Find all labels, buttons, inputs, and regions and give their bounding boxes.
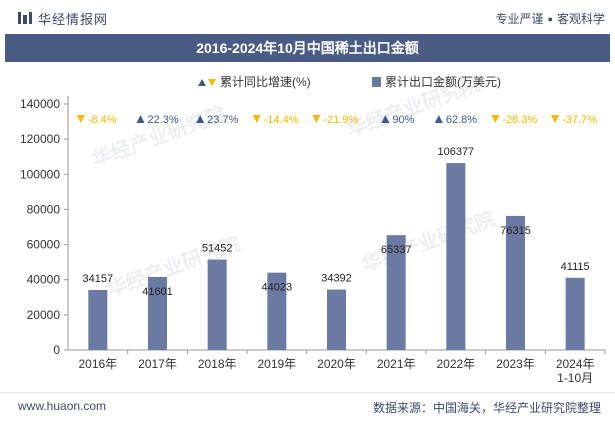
y-tick-label: 140000 [20,97,60,111]
bar-value-label: 106377 [437,146,474,158]
bar-value-label: 41115 [561,261,590,273]
growth-down-triangle-icon [551,115,560,123]
watermark-text: 华经产业研究院 [359,206,499,276]
y-tick-label: 60000 [27,238,61,252]
bar-1 [148,276,167,350]
growth-value-label: -14.4% [264,114,299,126]
footer-divider [0,392,615,393]
growth-up-triangle-icon [136,115,145,123]
slogan-right: 客观科学 [556,12,605,26]
bar-value-label: 51452 [202,243,233,255]
growth-value-label: 22.3% [148,114,179,126]
y-tick-label: 20000 [27,308,61,322]
bar-value-label: 34157 [83,273,114,285]
data-source: 数据来源：中国海关，华经产业研究院整理 [372,401,601,415]
bar-value-label: 65337 [381,244,412,256]
growth-down-triangle-icon [312,115,321,123]
y-tick-label: 120000 [20,132,60,146]
y-tick-label: 0 [53,343,60,357]
growth-up-triangle-icon [196,115,205,123]
growth-value-label: 23.7% [207,114,238,126]
x-category-label: 2017年 [138,357,177,371]
growth-value-label: 62.8% [446,114,477,126]
growth-up-triangle-icon [381,115,390,123]
growth-down-triangle-icon [491,115,500,123]
y-tick-label: 40000 [27,273,61,287]
x-category-label: 2022年 [436,357,475,371]
x-category-label: 2021年 [377,357,416,371]
y-tick-label: 80000 [27,202,61,216]
slogan: 专业严谨 ● 客观科学 [496,10,605,27]
separator-dot-icon: ● [547,14,553,24]
growth-value-label: -8.4% [88,114,117,126]
legend-label-amount: 累计出口金额(万美元) [385,74,501,89]
x-category-label: 1-10月 [557,371,593,385]
slogan-left: 专业严谨 [495,12,544,26]
bar-value-label: 41601 [142,286,173,298]
chart-title: 2016-2024年10月中国稀土出口金额 [196,40,419,56]
y-tick-label: 100000 [20,167,60,181]
bar-0 [88,289,108,350]
x-category-label: 2020年 [317,357,356,371]
bar-value-label: 34392 [321,273,352,285]
legend-bar-swatch [372,77,381,87]
bar-3 [267,272,287,350]
growth-down-triangle-icon [76,115,85,123]
growth-up-triangle-icon [434,115,443,123]
x-category-label: 2016年 [78,357,117,371]
legend-up-triangle-icon [198,79,206,86]
website-url: www.huaon.com [18,399,107,413]
bar-5 [386,235,406,350]
header-bar: 华经情报网 专业严谨 ● 客观科学 [0,0,615,34]
watermark-text: 华经产业研究院 [89,101,229,171]
x-category-label: 2019年 [257,357,296,371]
growth-down-triangle-icon [252,115,261,123]
logo-icon [18,12,32,24]
bar-7 [506,215,525,350]
x-category-label: 2023年 [496,357,535,371]
growth-value-label: -21.9% [323,114,358,126]
bar-4 [327,289,346,350]
growth-value-label: 90% [392,114,414,126]
x-category-label: 2018年 [198,357,237,371]
bar-value-label: 76315 [500,225,531,237]
bar-value-label: 44023 [262,282,293,294]
bar-2 [207,259,227,350]
chart-area: 华经产业研究院 华经产业研究院 华经产业研究院 华经产业研究院 累计同比增速(%) 累计出… [0,62,615,392]
legend-down-triangle-icon [208,79,216,86]
title-bar: 2016-2024年10月中国稀土出口金额 [5,34,610,62]
bar-6 [446,163,466,350]
growth-value-label: -28.3% [502,114,537,126]
bar-8 [565,277,585,350]
legend-label-growth: 累计同比增速(%) [220,75,311,89]
growth-value-label: -37.7% [562,114,597,126]
brand-name: 华经情报网 [38,12,109,27]
x-category-label: 2024年 [556,357,595,371]
